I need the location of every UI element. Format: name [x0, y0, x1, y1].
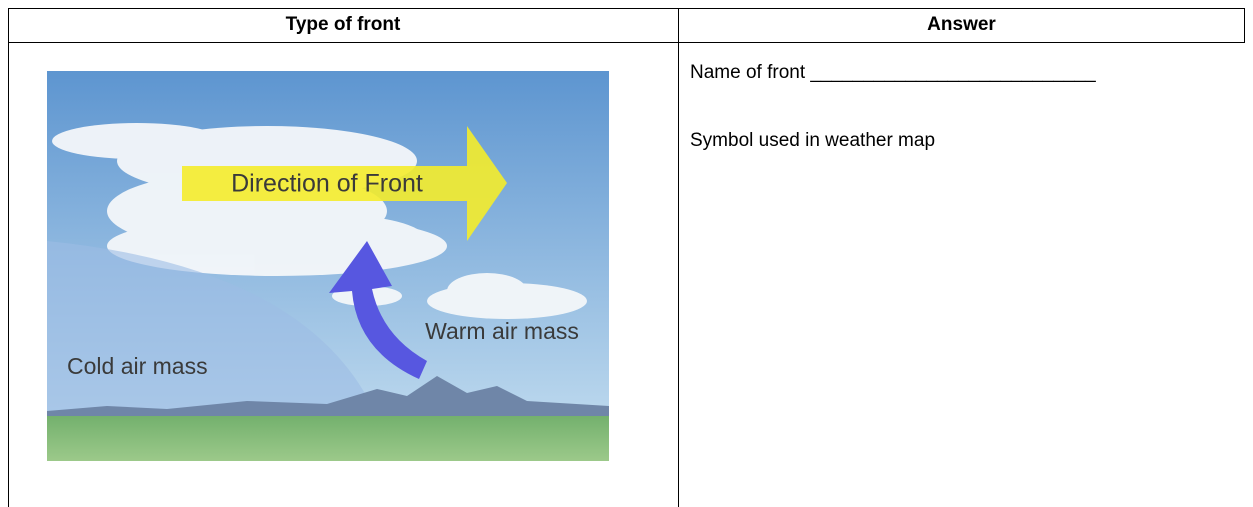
answer-line: Symbol used in weather map [690, 130, 936, 151]
answer-line: Name of front __________________________… [690, 62, 1096, 83]
image-label: Warm air mass [425, 318, 579, 344]
column-header: Answer [927, 14, 996, 35]
column-header: Type of front [285, 14, 401, 35]
front-illustration: Direction of Front Warm air mass Cold ai… [47, 71, 609, 461]
image-label: Cold air mass [67, 353, 208, 379]
image-label: Direction of Front [231, 170, 423, 198]
